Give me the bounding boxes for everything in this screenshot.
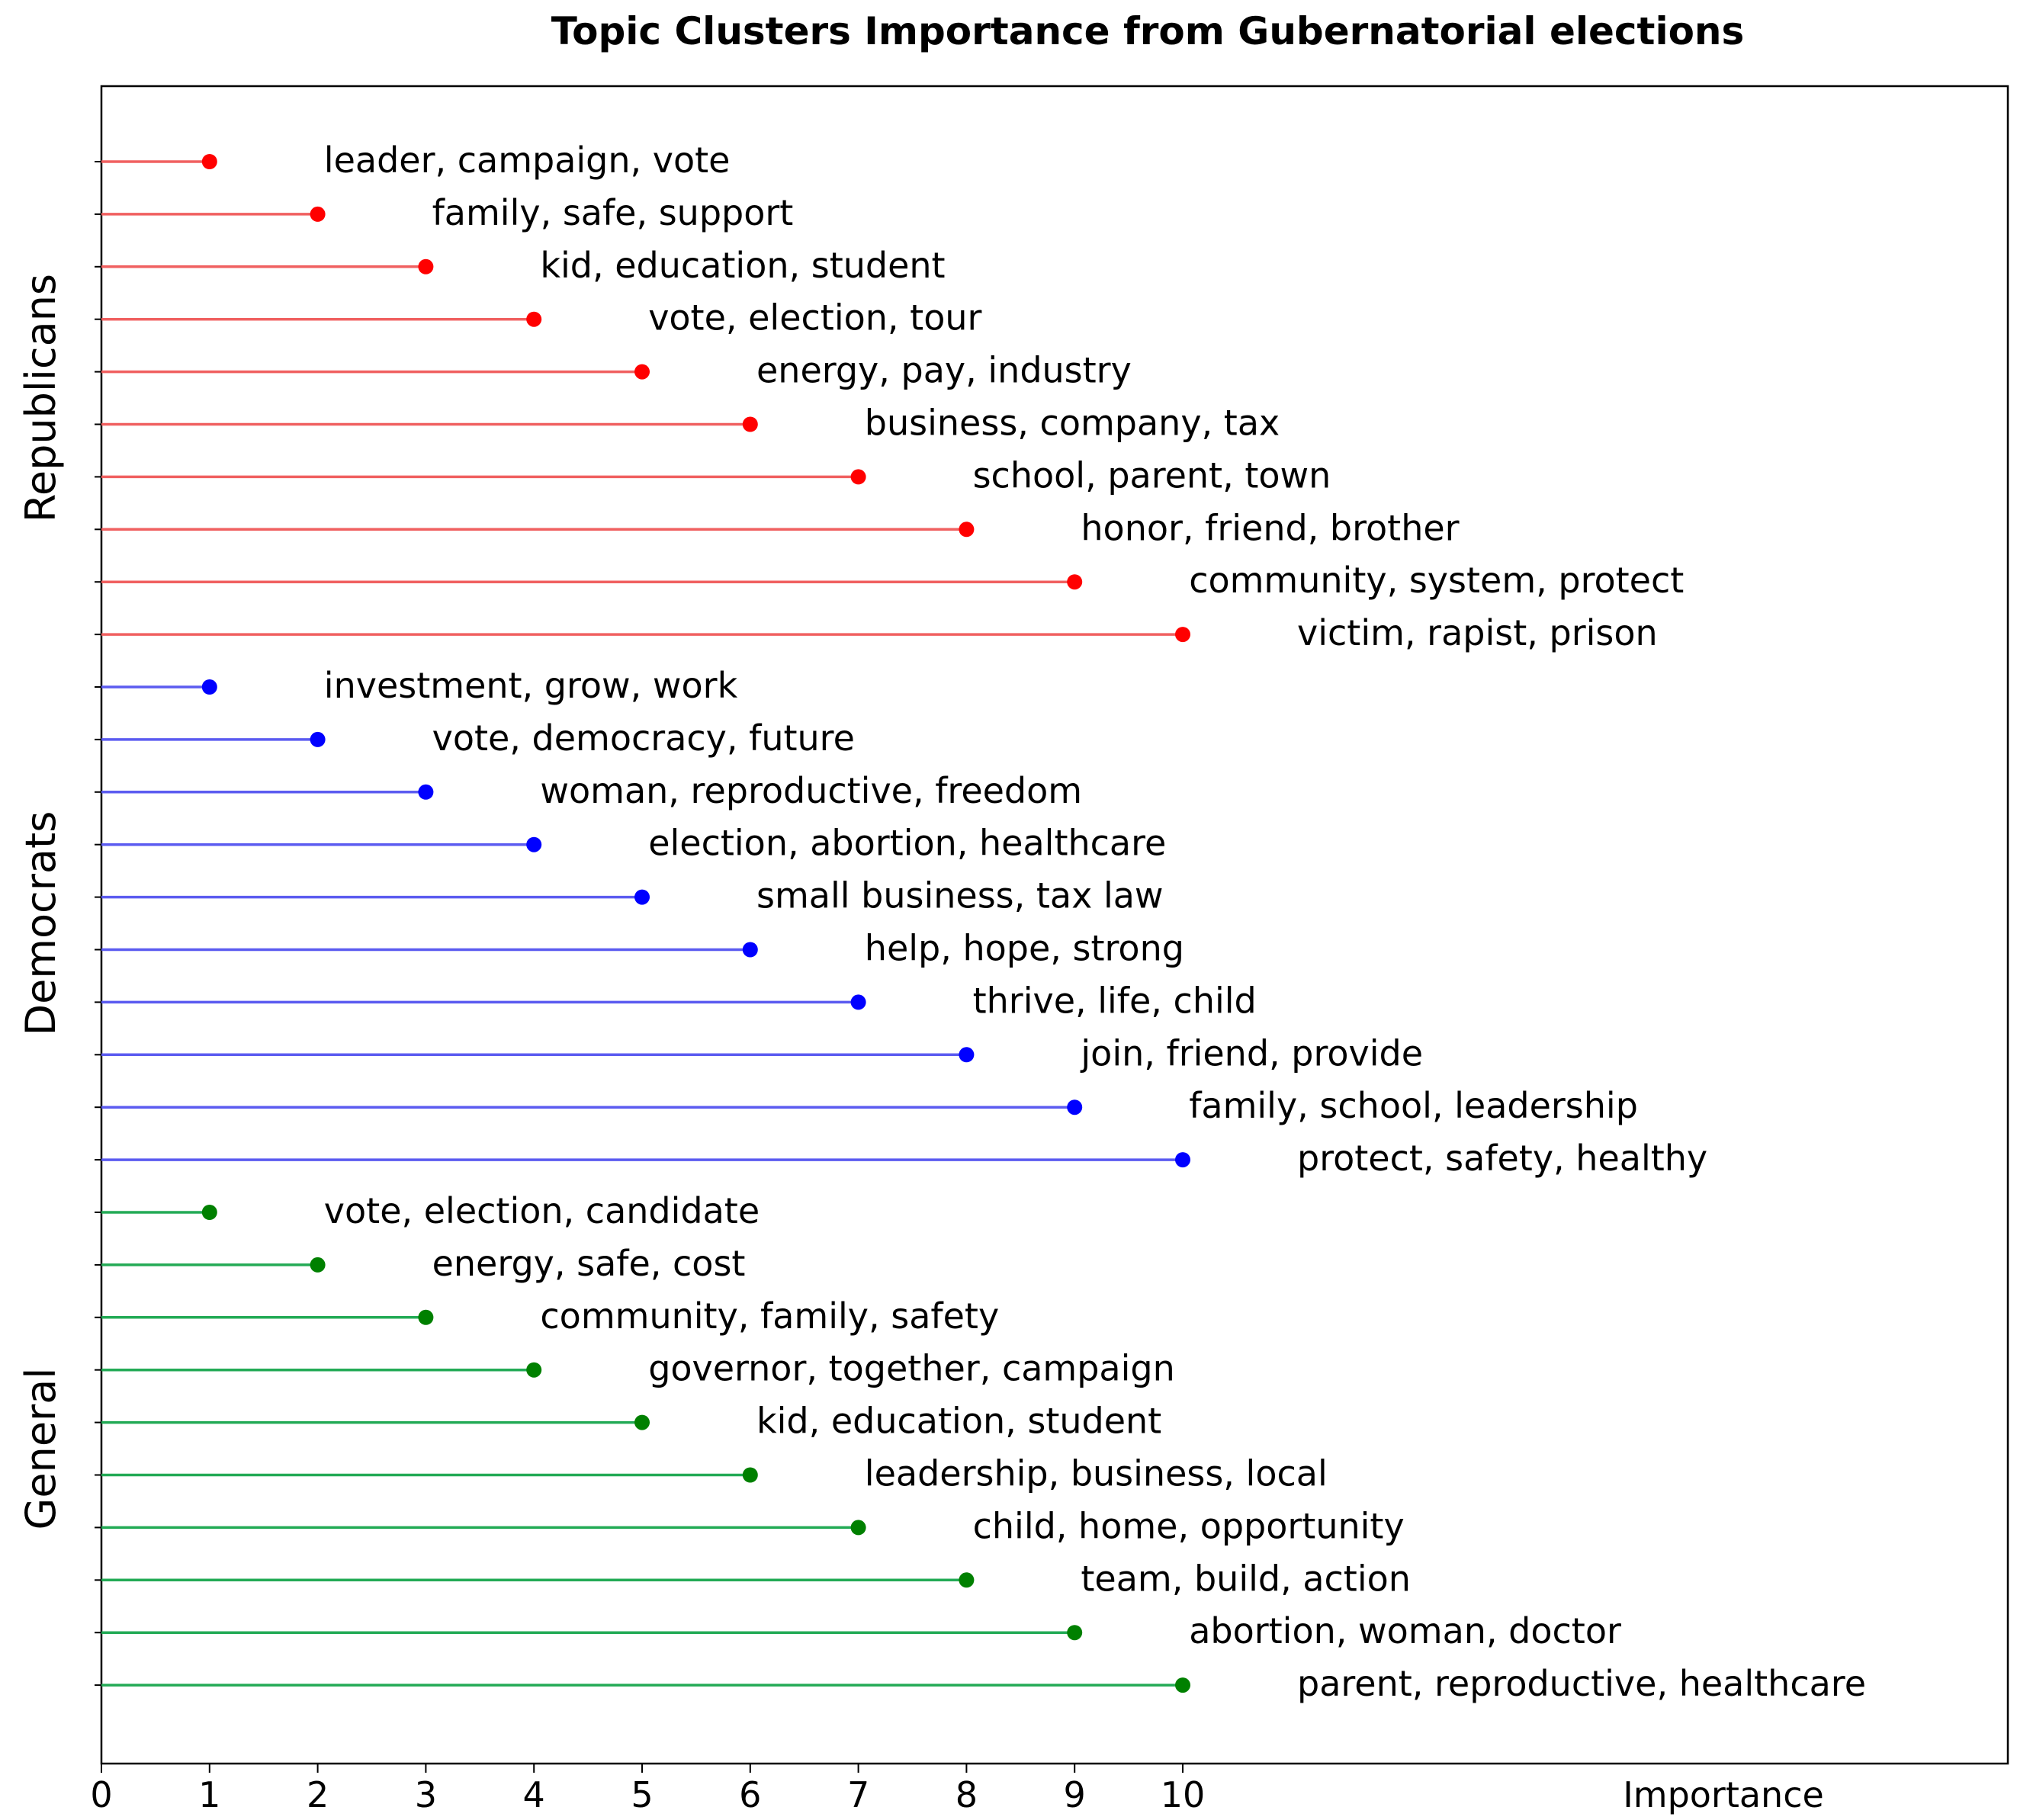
topic-label: family, school, leadership [1189, 1085, 1638, 1126]
topic-label: woman, reproductive, freedom [540, 770, 1082, 811]
lollipop-dot [634, 889, 650, 905]
x-tick-label: 0 [90, 1774, 112, 1815]
lollipop-dot [634, 364, 650, 380]
group-label-general: General [17, 1368, 65, 1530]
lollipop-dot [1175, 1152, 1190, 1168]
topic-label: parent, reproductive, healthcare [1297, 1663, 1866, 1704]
lollipop-dot [959, 1572, 975, 1588]
topic-label: energy, safe, cost [432, 1243, 746, 1284]
topic-label: leadership, business, local [865, 1453, 1328, 1494]
chart-marks: leader, campaign, vote family, safe, supp… [95, 140, 1866, 1704]
x-tick-label: 7 [847, 1774, 869, 1815]
lollipop-dot [634, 1414, 650, 1430]
group-labels: Republicans Democrats General [17, 274, 65, 1530]
lollipop-dot [850, 994, 866, 1010]
topic-label: abortion, woman, doctor [1189, 1610, 1621, 1651]
topic-label: community, system, protect [1189, 560, 1684, 601]
lollipop-dot [418, 1309, 434, 1325]
topic-label: kid, education, student [756, 1401, 1161, 1442]
topic-label: thrive, life, child [973, 980, 1257, 1021]
lollipop-dot [850, 1520, 866, 1536]
lollipop-dot [201, 154, 217, 169]
plot-frame [100, 85, 2009, 1765]
topic-label: child, home, opportunity [973, 1505, 1405, 1546]
topic-label: team, build, action [1081, 1558, 1411, 1599]
chart-title: Topic Clusters Importance from Gubernato… [551, 9, 1745, 53]
lollipop-dot [310, 1257, 326, 1273]
lollipop-dot [526, 836, 542, 852]
lollipop-dot [526, 311, 542, 327]
lollipop-dot [526, 1362, 542, 1378]
topic-label: kid, education, student [540, 245, 945, 286]
x-tick-label: 1 [198, 1774, 220, 1815]
group-label-republicans: Republicans [17, 274, 65, 522]
x-axis-label: Importance [1623, 1774, 1824, 1815]
topic-label: investment, grow, work [324, 665, 738, 706]
lollipop-dot [959, 522, 975, 538]
lollipop-dot [201, 1205, 217, 1220]
lollipop-dot [1067, 1625, 1083, 1641]
x-tick-label: 3 [415, 1774, 437, 1815]
x-tick-label: 8 [956, 1774, 978, 1815]
topic-label: leader, campaign, vote [324, 140, 731, 181]
lollipop-dot [1175, 627, 1190, 643]
topic-label: energy, pay, industry [756, 350, 1132, 391]
topic-label: governor, together, campaign [648, 1348, 1175, 1389]
topic-label: vote, election, candidate [324, 1190, 760, 1231]
lollipop-dot [310, 206, 326, 222]
x-tick-label: 9 [1064, 1774, 1086, 1815]
topic-label: school, parent, town [973, 454, 1331, 496]
group-label-democrats: Democrats [17, 811, 65, 1036]
lollipop-dot [742, 1467, 758, 1483]
topic-label: help, hope, strong [865, 928, 1184, 969]
lollipop-dot [418, 784, 434, 800]
lollipop-dot [742, 416, 758, 432]
x-axis: 0 1 2 3 4 5 6 7 8 9 10 [90, 1764, 1205, 1815]
topic-label: election, abortion, healthcare [648, 823, 1166, 864]
topic-label: honor, friend, brother [1081, 507, 1459, 548]
topic-label: protect, safety, healthy [1297, 1138, 1707, 1179]
lollipop-dot [201, 679, 217, 695]
topic-label: victim, rapist, prison [1297, 612, 1658, 653]
lollipop-dot [959, 1047, 975, 1063]
topic-label: join, friend, provide [1080, 1032, 1423, 1074]
lollipop-dot [418, 258, 434, 274]
lollipop-dot [850, 469, 866, 485]
topic-label: community, family, safety [540, 1295, 999, 1337]
x-tick-label: 2 [307, 1774, 329, 1815]
lollipop-dot [1067, 574, 1083, 590]
lollipop-dot [742, 942, 758, 958]
x-tick-label: 4 [523, 1774, 545, 1815]
topic-label: vote, democracy, future [432, 717, 855, 759]
topic-label: business, company, tax [865, 403, 1280, 444]
x-tick-label: 6 [739, 1774, 761, 1815]
lollipop-dot [310, 731, 326, 747]
topic-label: small business, tax law [756, 875, 1164, 916]
topic-label: vote, election, tour [648, 297, 981, 339]
x-tick-label: 10 [1161, 1774, 1206, 1815]
topic-label: family, safe, support [432, 192, 794, 233]
lollipop-dot [1067, 1099, 1083, 1115]
x-tick-label: 5 [631, 1774, 653, 1815]
lollipop-dot [1175, 1677, 1190, 1693]
